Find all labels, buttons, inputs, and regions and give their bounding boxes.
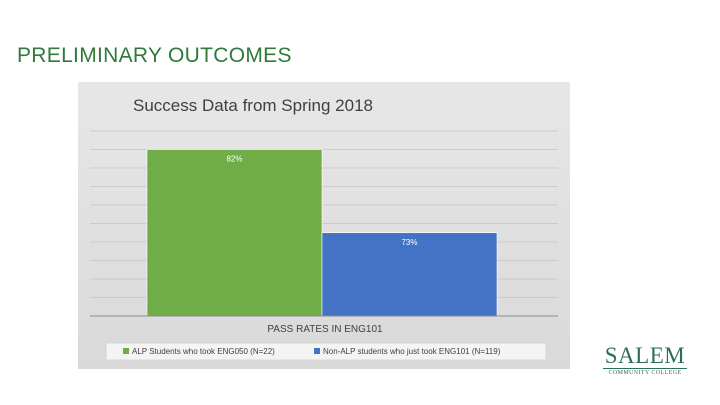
legend-label-non-alp: Non-ALP students who just took ENG101 (N… — [323, 347, 501, 356]
chart-title: Success Data from Spring 2018 — [133, 96, 373, 115]
legend-swatch-alp — [123, 348, 129, 354]
legend-label-alp: ALP Students who took ENG050 (N=22) — [132, 347, 275, 356]
logo-subtitle: COMMUNITY COLLEGE — [603, 368, 687, 377]
chart-panel: Success Data from Spring 2018 82% 73% PAS… — [78, 82, 570, 369]
legend: ALP Students who took ENG050 (N=22) Non-… — [105, 342, 547, 361]
salem-community-college-logo: SALEM COMMUNITY COLLEGE — [603, 343, 687, 377]
data-labels: 82% 73% — [226, 155, 417, 247]
bar-non-alp — [321, 232, 498, 317]
slide-title: PRELIMINARY OUTCOMES — [17, 44, 292, 67]
data-label-non-alp: 73% — [401, 238, 417, 247]
legend-box — [105, 342, 547, 361]
bar-alp — [146, 149, 323, 317]
bar-chart: Success Data from Spring 2018 82% 73% PAS… — [90, 96, 558, 361]
x-axis-label: PASS RATES IN ENG101 — [267, 324, 383, 335]
data-label-alp: 82% — [226, 155, 242, 164]
logo-wordmark: SALEM — [604, 343, 686, 368]
legend-swatch-non-alp — [314, 348, 320, 354]
bars — [146, 149, 498, 317]
